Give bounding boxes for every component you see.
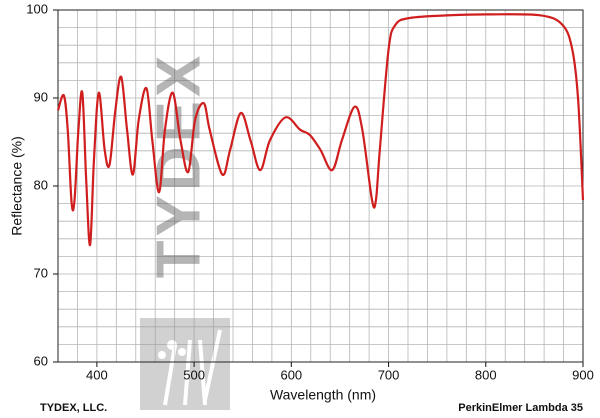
data-line [56,13,585,247]
x-tick-label: 700 [378,367,400,382]
watermark-logo [140,318,230,410]
y-tick-label: 90 [34,89,48,104]
footer-left: TYDEX, LLC. [40,402,107,414]
y-tick-label: 80 [34,177,48,192]
y-tick-label: 100 [26,1,48,16]
x-tick-label: 900 [572,367,594,382]
footer-right: PerkinElmer Lambda 35 [458,402,583,414]
x-tick-label: 400 [86,367,108,382]
y-tick-label: 60 [34,353,48,368]
grid-layer [57,9,584,363]
x-tick-label: 800 [475,367,497,382]
y-tick-label: 70 [34,265,48,280]
x-tick-label: 500 [183,367,205,382]
x-tick-label: 600 [280,367,302,382]
y-axis-label: Reflectance (%) [9,136,25,236]
x-axis-label: Wavelength (nm) [270,387,376,403]
